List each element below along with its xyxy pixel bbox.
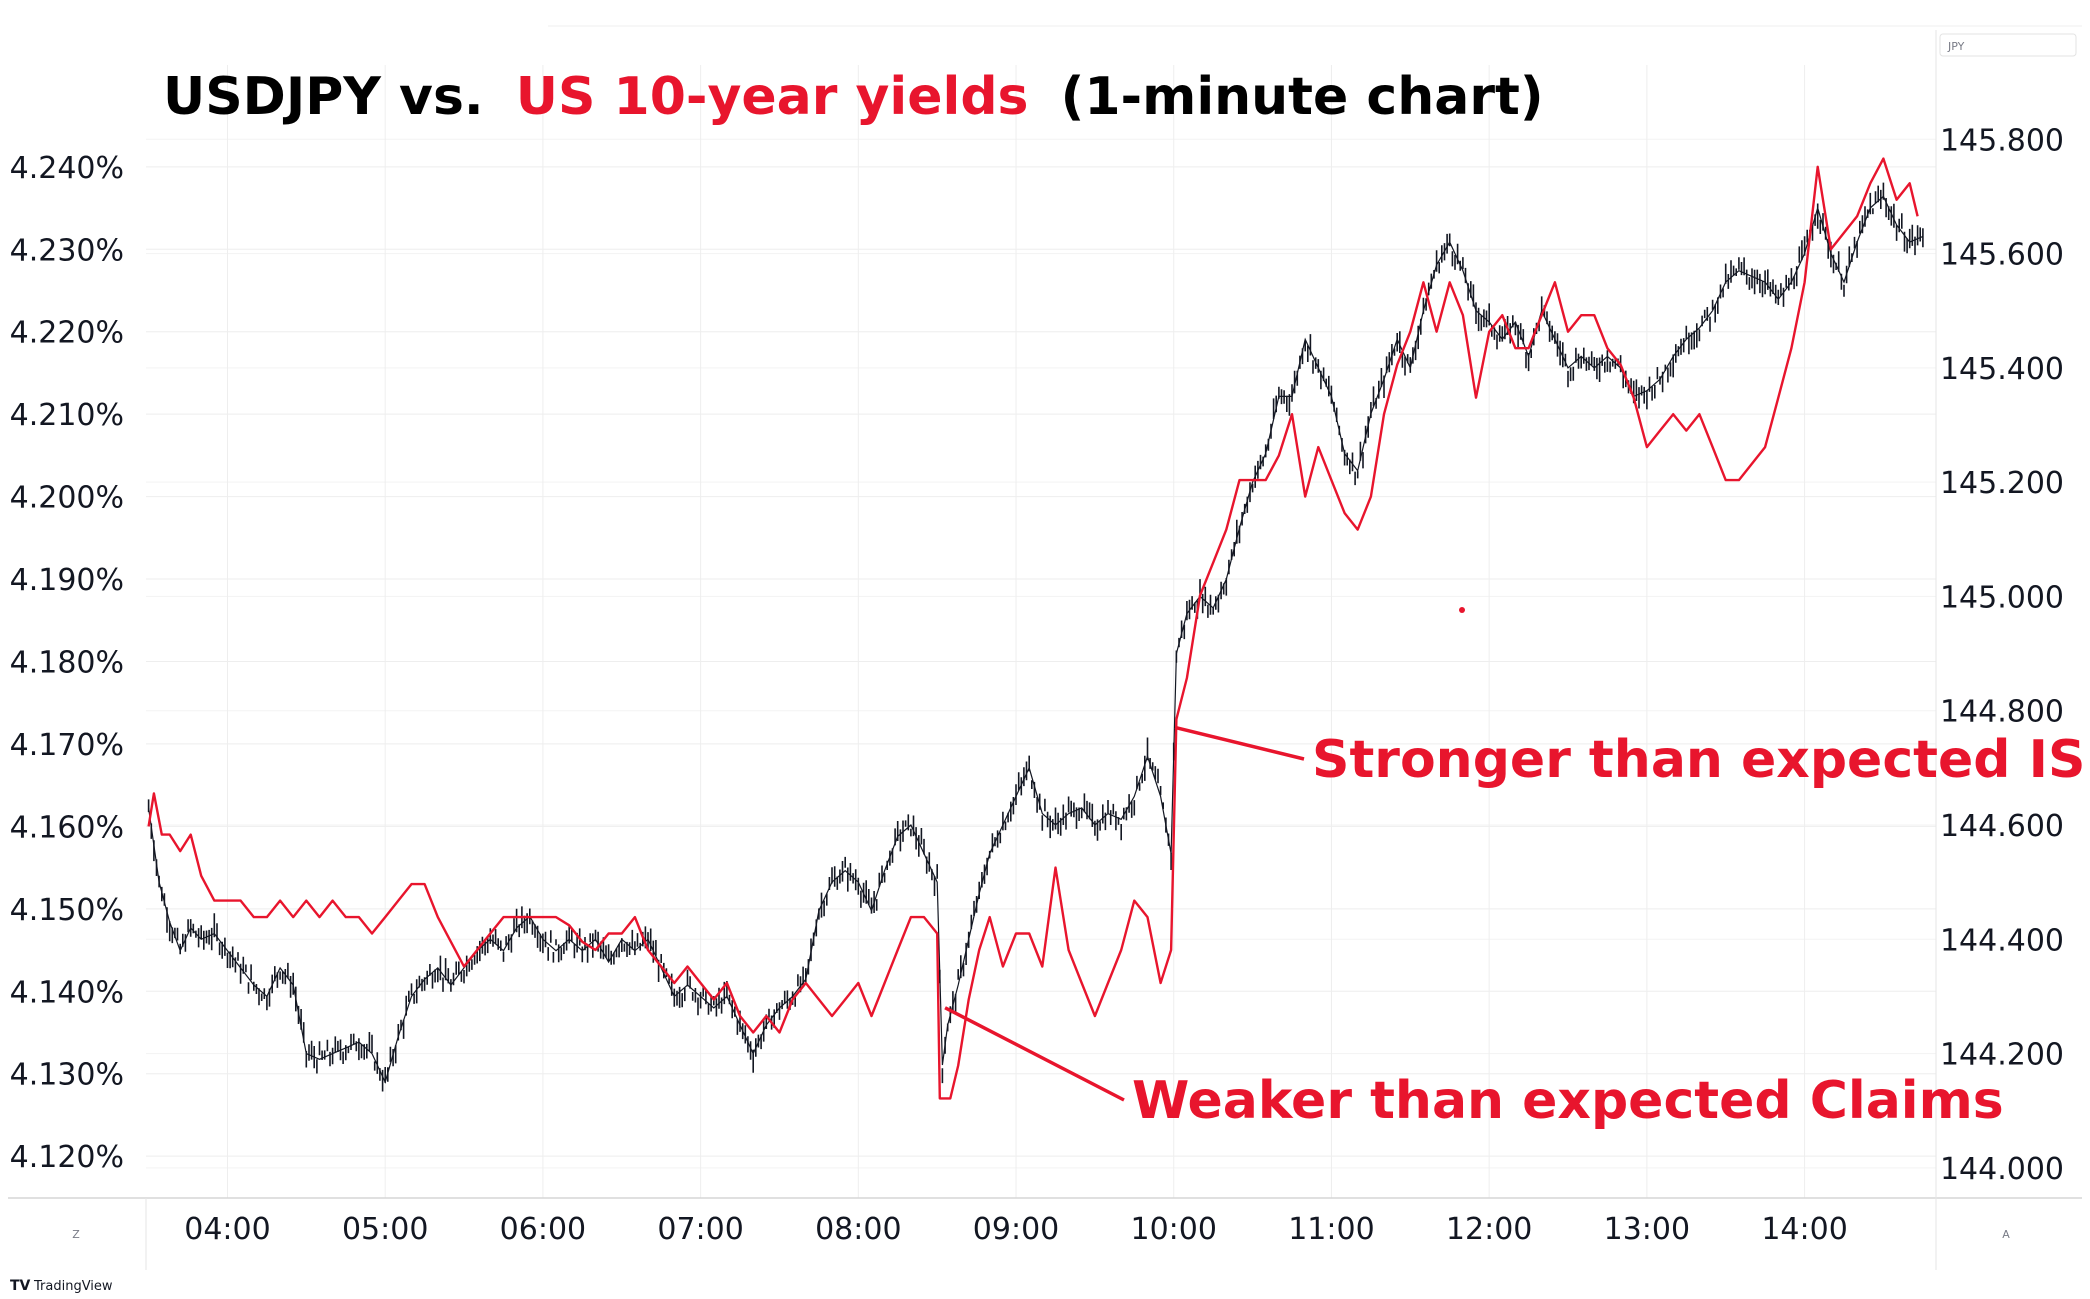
x-tick-label: 04:00 xyxy=(184,1212,270,1247)
x-tick-label: 05:00 xyxy=(342,1212,428,1247)
y-axis-right[interactable]: 144.000 144.200 144.400 144.600 144.800 145.0… xyxy=(1940,123,2064,1187)
x-tick-label: 12:00 xyxy=(1446,1212,1532,1247)
annotation-label: Stronger than expected ISM xyxy=(1312,730,2090,790)
y-right-tick-label: 145.000 xyxy=(1940,580,2064,615)
us10y-line xyxy=(147,157,1919,1100)
y-left-tick-label: 4.210% xyxy=(10,398,124,433)
usdjpy-price-bars xyxy=(147,182,1924,1092)
tradingview-brand[interactable]: TV TradingView xyxy=(10,1278,113,1294)
y-left-tick-label: 4.130% xyxy=(10,1058,124,1093)
usdjpy-bar-wicks xyxy=(147,182,1924,1092)
y-left-tick-label: 4.230% xyxy=(10,233,124,268)
annotation-label: Weaker than expected Claims xyxy=(1132,1071,2004,1131)
currency-badge-label: JPY xyxy=(1947,40,1965,53)
y-left-tick-label: 4.150% xyxy=(10,893,124,928)
y-right-tick-label: 144.000 xyxy=(1940,1152,2064,1187)
timezone-corner[interactable]: Z xyxy=(72,1228,80,1241)
x-tick-label: 11:00 xyxy=(1288,1212,1374,1247)
x-axis[interactable]: 04:00 05:00 06:00 07:00 08:00 09:00 10:00 11:00… xyxy=(184,1212,1848,1247)
chart-frame xyxy=(8,25,2082,1270)
y-right-tick-label: 145.200 xyxy=(1940,466,2064,501)
y-right-tick-label: 145.800 xyxy=(1940,123,2064,158)
title-us10y: US 10-year yields xyxy=(516,67,1029,127)
tradingview-brand-label: TradingView xyxy=(33,1279,113,1294)
y-axis-left[interactable]: 4.120% 4.130% 4.140% 4.150% 4.160% 4.170% 4.18… xyxy=(10,151,124,1175)
y-left-tick-label: 4.200% xyxy=(10,481,124,516)
x-tick-label: 06:00 xyxy=(500,1212,586,1247)
title-timeframe: (1-minute chart) xyxy=(1061,67,1544,127)
chart-title: USDJPY vs. US 10-year yields (1-minute c… xyxy=(163,67,1544,127)
us10y-yield-series xyxy=(147,157,1919,1100)
y-right-tick-label: 144.600 xyxy=(1940,809,2064,844)
grid xyxy=(146,65,1936,1198)
y-left-tick-label: 4.160% xyxy=(10,810,124,845)
annotation-pointer xyxy=(1174,725,1305,761)
x-tick-label: 09:00 xyxy=(973,1212,1059,1247)
y-right-tick-label: 144.200 xyxy=(1940,1038,2064,1073)
y-right-tick-label: 144.400 xyxy=(1940,923,2064,958)
usdjpy-line xyxy=(148,195,1924,1084)
y-right-tick-label: 144.800 xyxy=(1940,695,2064,730)
tradingview-logo-icon: TV xyxy=(10,1278,31,1294)
y-left-tick-label: 4.140% xyxy=(10,975,124,1010)
x-tick-label: 10:00 xyxy=(1131,1212,1217,1247)
title-usdjpy: USDJPY vs. xyxy=(163,67,484,127)
auto-scale-corner[interactable]: A xyxy=(2002,1228,2010,1241)
annotation-pointer xyxy=(944,1006,1125,1102)
y-right-tick-label: 145.600 xyxy=(1940,238,2064,273)
x-tick-label: 13:00 xyxy=(1604,1212,1690,1247)
x-tick-label: 08:00 xyxy=(815,1212,901,1247)
y-left-tick-label: 4.170% xyxy=(10,728,124,763)
usdjpy-series xyxy=(148,195,1924,1084)
y-left-tick-label: 4.190% xyxy=(10,563,124,598)
y-left-tick-label: 4.220% xyxy=(10,316,124,351)
y-left-tick-label: 4.180% xyxy=(10,645,124,680)
y-left-tick-label: 4.120% xyxy=(10,1140,124,1175)
x-tick-label: 14:00 xyxy=(1761,1212,1847,1247)
y-right-tick-label: 145.400 xyxy=(1940,352,2064,387)
currency-badge[interactable]: JPY xyxy=(1939,33,2077,57)
y-left-tick-label: 4.240% xyxy=(10,151,124,186)
stray-dot xyxy=(1459,607,1465,613)
annotations: Stronger than expected ISM Weaker than ex… xyxy=(944,725,2090,1131)
x-tick-label: 07:00 xyxy=(657,1212,743,1247)
